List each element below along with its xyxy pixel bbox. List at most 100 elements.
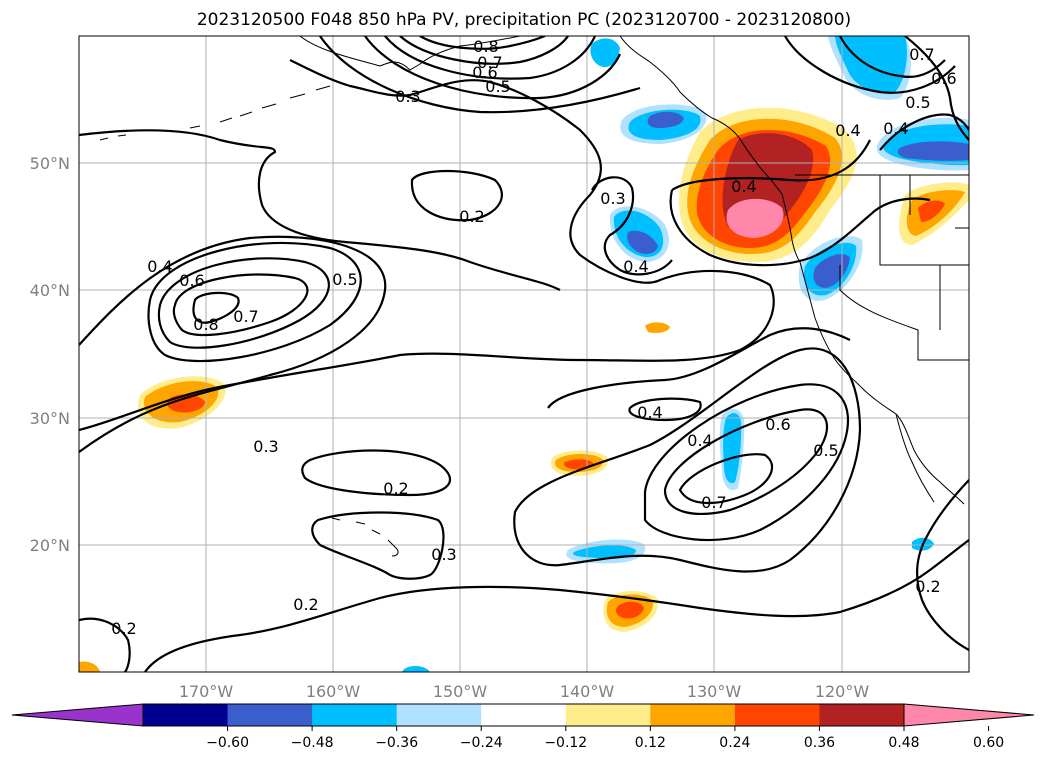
lat-label: 20°N: [30, 536, 70, 555]
precip-pos-corner: [79, 661, 100, 672]
contour-label: 0.3: [253, 437, 278, 456]
contour-ne-05: [364, 36, 622, 100]
contour-far-e-02: [916, 479, 969, 651]
precip-neg-gulf-core: [647, 111, 684, 128]
contour-label: 0.2: [293, 595, 318, 614]
contour-sw-02: [79, 617, 131, 672]
lon-label: 160°W: [306, 682, 361, 701]
state-border-2: [839, 265, 969, 361]
precip-neg-offshore-core: [627, 230, 658, 254]
map-panel: 0.8 0.7 0.6 0.5 0.3 0.4 0.6 0.8 0.7 0.5 …: [79, 36, 969, 672]
contour-far-ne-04: [879, 113, 969, 151]
lon-label: 170°W: [179, 682, 234, 701]
contour-label: 0.4: [835, 121, 860, 140]
contour-label: 0.6: [931, 69, 956, 88]
colorbar-segment: [565, 704, 651, 726]
colorbar-segment: [819, 704, 905, 726]
map-border: [78, 35, 970, 673]
contour-e-04: [513, 347, 862, 573]
lat-label: 40°N: [30, 281, 70, 300]
colorbar-tick-label: −0.12: [544, 735, 587, 751]
latitude-labels: 50°N 40°N 30°N 20°N: [30, 154, 70, 555]
colorbar-tick-label: 0.60: [973, 735, 1004, 751]
contour-c-02-loop: [410, 169, 503, 222]
contour-label: 0.2: [915, 577, 940, 596]
contour-e-05: [643, 383, 850, 542]
state-border-1: [879, 175, 969, 266]
colorbar-tick-label: 0.36: [804, 735, 835, 751]
contour-labels: 0.8 0.7 0.6 0.5 0.3 0.4 0.6 0.8 0.7 0.5 …: [111, 37, 956, 638]
lon-label: 120°W: [815, 682, 870, 701]
precip-pos-south-core: [616, 601, 644, 619]
contour-label: 0.7: [701, 493, 726, 512]
contour-w-07: [172, 273, 309, 337]
precip-pos-west-core: [167, 394, 205, 413]
coastlines: [99, 36, 969, 557]
baja-coast: [895, 413, 935, 503]
precip-neg-tiny-bottom: [402, 666, 430, 672]
contour-w-05: [147, 241, 362, 363]
contour-c-03: [79, 59, 775, 432]
colorbar-segment: [312, 704, 398, 726]
contour-c-02-hawaii: [301, 449, 451, 497]
precip-pos-east-core: [918, 200, 945, 222]
state-border-3: [909, 175, 969, 330]
colorbar-tick-label: −0.36: [375, 735, 418, 751]
contour-far-ne-06: [784, 36, 956, 94]
contour-label: 0.6: [179, 271, 204, 290]
lon-label: 140°W: [560, 682, 615, 701]
contour-label: 0.2: [383, 479, 408, 498]
colorbar-segment: [227, 704, 313, 726]
contour-e-04-loop: [628, 397, 702, 422]
contour-label: 0.3: [395, 87, 420, 106]
contour-label: 0.4: [147, 257, 172, 276]
contour-c-02-islands: [311, 511, 445, 580]
contour-label: 0.5: [485, 77, 510, 96]
colorbar-tick-label: 0.12: [635, 735, 666, 751]
colorbar-tick-label: 0.24: [719, 735, 750, 751]
contour-label: 0.5: [332, 270, 357, 289]
precip-neg-east-core: [897, 141, 969, 161]
pv-contours: [79, 36, 969, 672]
colorbar: −0.60 −0.48 −0.36 −0.24 −0.12 0.12 0.24 0.36 0.4…: [11, 703, 1035, 751]
contour-ne-07: [399, 36, 569, 65]
precip-neg-ne-mid: [835, 36, 907, 94]
contour-far-ne-05: [904, 36, 969, 141]
us-west-coast: [799, 261, 965, 505]
colorbar-border: [142, 703, 905, 727]
graticule: [79, 36, 969, 672]
contour-off-04: [671, 139, 871, 191]
contour-ne-06: [384, 36, 597, 80]
lat-label: 30°N: [30, 409, 70, 428]
contour-ne-03: [319, 36, 641, 114]
lon-label: 130°W: [687, 682, 742, 701]
colorbar-tick-label: −0.24: [460, 735, 503, 751]
colorbar-segment: [396, 704, 482, 726]
contour-ne-08: [419, 36, 546, 50]
contour-label: 0.8: [193, 315, 218, 334]
colorbar-extend-left: [11, 703, 144, 727]
contour-label: 0.6: [765, 415, 790, 434]
colorbar-tick-label: 0.48: [888, 735, 919, 751]
figure-title: 2023120500 F048 850 hPa PV, precipitatio…: [197, 10, 851, 30]
contour-label: 0.2: [111, 619, 136, 638]
colorbar-segment: [650, 704, 736, 726]
alaska-panhandle: [619, 36, 783, 195]
precip-neg-alaska: [590, 38, 620, 68]
colorbar-segment: [481, 704, 567, 726]
precip-pos-nw-max: [726, 198, 784, 238]
contour-w-04: [79, 235, 387, 453]
aleutian-islands: [99, 85, 331, 141]
contour-w-06: [157, 257, 330, 349]
contour-e-03: [547, 327, 851, 409]
precip-pos-small: [645, 322, 670, 333]
colorbar-segment: [143, 704, 229, 726]
alaska-coast: [299, 36, 521, 71]
contour-off-03: [591, 176, 673, 276]
contour-label: 0.8: [473, 37, 498, 56]
contour-label: 0.6: [472, 63, 497, 82]
contour-label: 0.3: [600, 189, 625, 208]
contour-s-02: [144, 539, 969, 672]
contour-far-ne-07: [839, 36, 946, 78]
contour-label: 0.4: [883, 119, 908, 138]
